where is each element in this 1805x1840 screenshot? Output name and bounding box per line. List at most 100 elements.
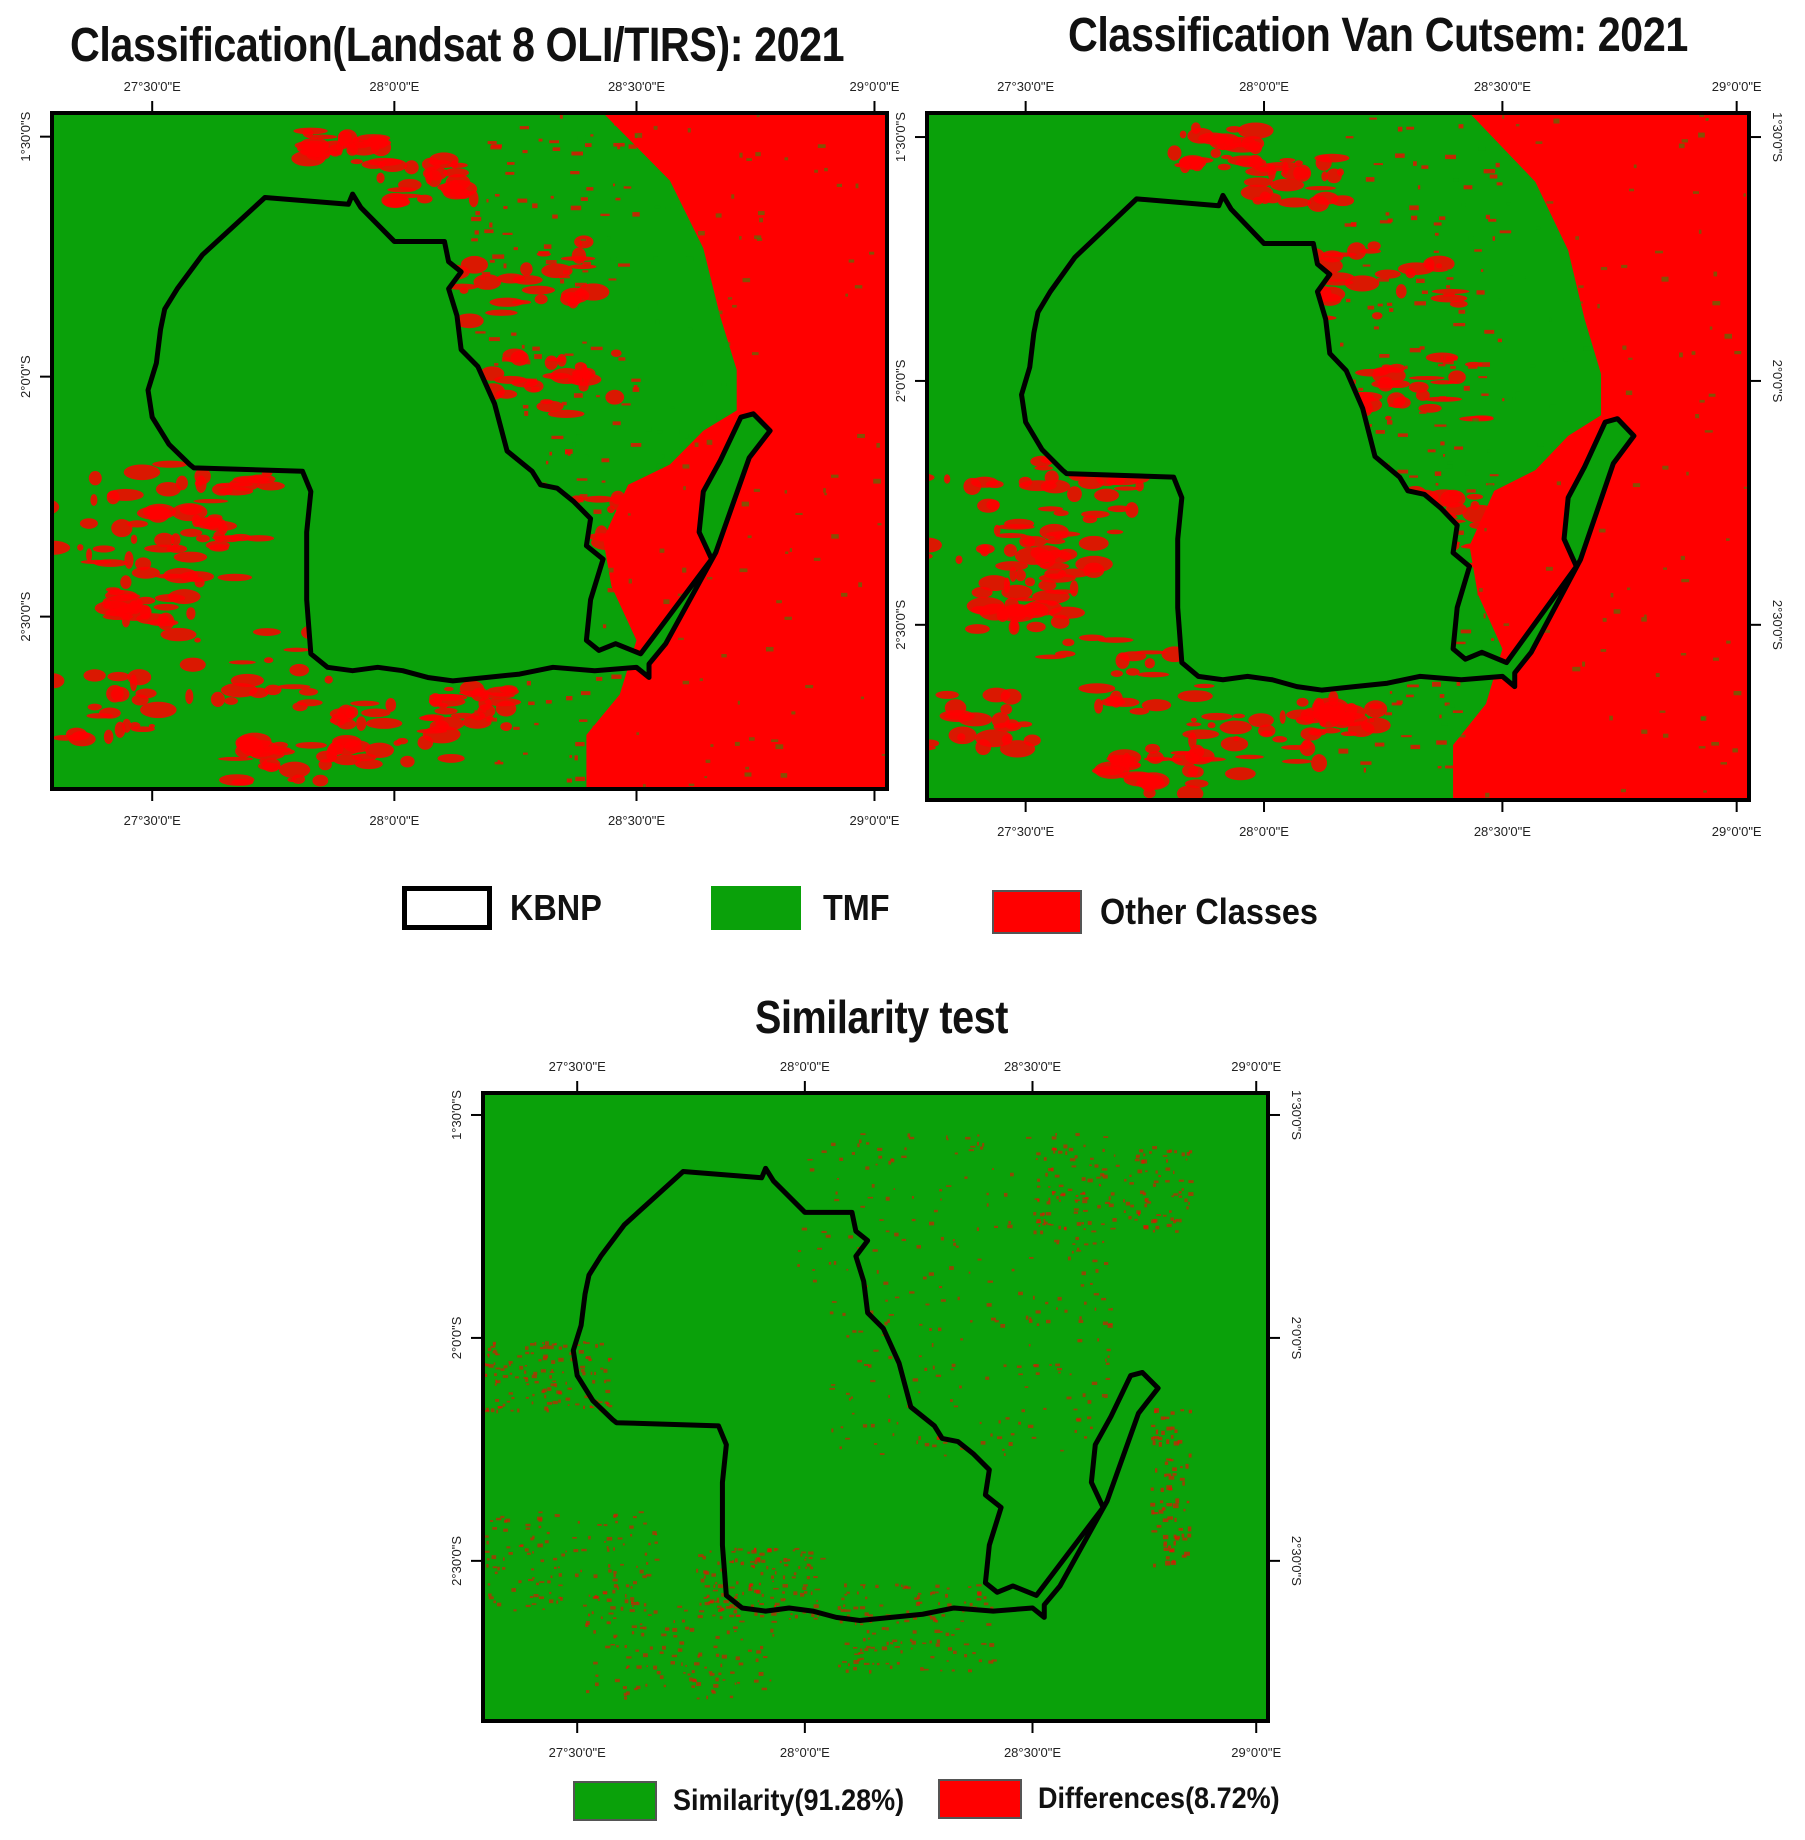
difference-speckle [488,1593,492,1597]
difference-speckle [994,1225,999,1229]
tmf-speckle [791,711,796,715]
other-class-patch [1435,482,1439,486]
difference-speckle [685,1626,690,1630]
difference-speckle [525,1351,530,1355]
difference-speckle [1082,1393,1086,1398]
difference-speckle [910,1647,913,1650]
difference-speckle [1135,1156,1140,1159]
other-class-patch [521,344,525,349]
difference-speckle [630,1534,633,1537]
other-class-patch [1209,133,1242,151]
tmf-speckle [1680,652,1687,656]
other-class-patch [1489,174,1498,179]
other-class-patch [592,725,604,730]
other-class-patch [1348,723,1360,726]
difference-speckle [749,1583,754,1586]
difference-speckle [1158,1436,1163,1441]
other-class-patch [1384,712,1393,716]
other-class-patch [179,657,206,672]
other-class-patch [1237,122,1274,139]
difference-speckle [1154,1468,1158,1473]
difference-speckle [750,1604,754,1608]
difference-speckle [812,1279,817,1283]
difference-speckle [534,1342,537,1346]
difference-speckle [673,1635,678,1638]
other-class-patch [502,232,513,235]
difference-speckle [648,1542,651,1546]
difference-speckle [947,1603,952,1607]
tmf-speckle [1447,268,1452,274]
other-class-patch [982,687,1011,703]
other-class-patch [996,524,1035,530]
other-class-patch [1020,602,1049,619]
other-class-patch [613,774,623,779]
boundary-outline-icon [402,886,492,930]
other-class-patch [607,588,616,593]
difference-speckle [935,1584,940,1588]
difference-speckle [636,1601,639,1604]
tmf-speckle [1692,191,1699,194]
tmf-speckle [1641,729,1648,734]
other-class-patch [538,138,543,142]
difference-speckle [549,1591,552,1595]
other-class-patch [489,222,493,228]
difference-speckle [715,1653,720,1657]
difference-speckle [904,1147,907,1151]
other-class-patch [1048,606,1085,619]
difference-speckle [708,1671,713,1674]
difference-speckle [1185,1463,1189,1469]
difference-speckle [613,1547,615,1551]
other-class-patch [1144,658,1155,669]
other-class-patch [511,332,517,336]
difference-speckle [1115,1164,1120,1167]
difference-speckle [1179,1477,1185,1481]
difference-speckle [557,1566,560,1569]
difference-speckle [622,1543,625,1546]
difference-speckle [895,1583,899,1587]
difference-speckle [1149,1151,1152,1154]
difference-speckle [503,1365,508,1369]
difference-speckle [497,1602,502,1607]
difference-speckle [771,1575,774,1579]
difference-speckle [646,1562,649,1565]
map-raster [927,113,1749,800]
difference-speckle [963,1601,967,1604]
difference-speckle [848,1235,854,1239]
difference-speckle [698,1610,705,1613]
other-class-patch [1385,212,1390,216]
difference-speckle [1144,1203,1148,1208]
other-class-patch [1419,411,1427,414]
difference-speckle [632,1581,637,1585]
difference-speckle [976,1598,982,1601]
difference-speckle [624,1644,627,1648]
other-class-patch [1448,370,1466,384]
difference-speckle [852,1646,858,1649]
difference-speckle [805,1556,808,1559]
difference-speckle [525,1527,531,1530]
difference-speckle [1102,1148,1105,1152]
other-class-patch [333,754,362,766]
other-class-patch [1474,249,1482,252]
difference-speckle [791,1576,796,1579]
tmf-speckle [1478,147,1486,151]
difference-speckle [636,1665,642,1669]
other-class-patch [1355,368,1389,377]
other-class-patch [163,567,199,584]
difference-speckle [1162,1518,1169,1523]
difference-speckle [612,1589,616,1594]
other-class-patch [1361,717,1391,734]
difference-speckle [1037,1178,1041,1182]
difference-speckle [1071,1165,1077,1168]
other-class-patch [106,488,144,501]
difference-speckle [1052,1191,1055,1196]
difference-speckle [544,1406,549,1411]
other-class-patch [1141,699,1172,712]
other-class-patch [471,216,482,222]
other-class-patch [955,555,963,565]
difference-speckle [951,1634,955,1636]
other-class-patch [1146,751,1164,764]
difference-speckle [625,1594,627,1598]
difference-speckle [486,1540,489,1545]
tmf-speckle [727,297,733,300]
other-class-patch [1122,752,1131,769]
